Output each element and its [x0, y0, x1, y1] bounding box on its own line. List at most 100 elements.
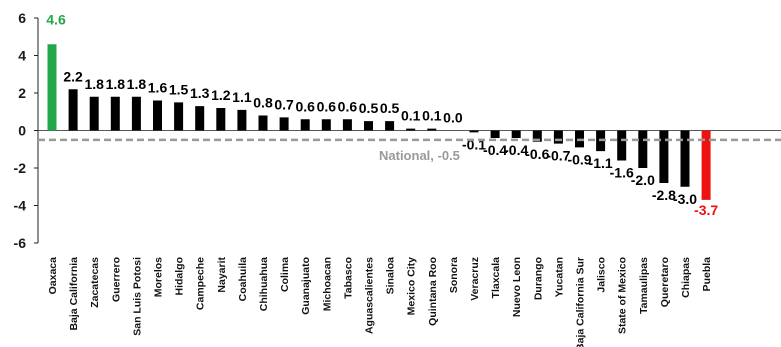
data-label: -2.8: [652, 187, 676, 203]
bar: [406, 128, 416, 131]
category-label: Michoacan: [321, 257, 333, 311]
category-label: Durango: [532, 257, 544, 300]
data-label: -3.7: [694, 202, 718, 218]
category-label: Baja California: [68, 257, 80, 331]
data-label: 0.6: [295, 98, 315, 114]
y-axis: 6 4 2 0 -2 -4 -6: [14, 10, 39, 251]
data-label: 0.0: [443, 110, 463, 126]
category-label: Puebla: [701, 257, 713, 292]
category-label: Coahuila: [237, 257, 249, 301]
data-label: 1.5: [169, 81, 189, 97]
data-label: 1.8: [84, 76, 104, 92]
category-label: Nayarit: [216, 257, 228, 293]
bar: [638, 130, 648, 168]
data-label: 2.2: [63, 68, 83, 84]
y-tick-label: -2: [14, 160, 27, 176]
category-label: Morelos: [153, 257, 165, 297]
bar: [300, 119, 310, 131]
data-label: 1.6: [148, 80, 168, 96]
category-label: Guanajuato: [300, 257, 312, 315]
category-label: Veracruz: [469, 257, 481, 301]
bar: [237, 109, 247, 131]
category-label: Mexico City: [406, 257, 418, 316]
category-label: Sinaloa: [385, 257, 397, 295]
bar: [659, 130, 669, 183]
data-label: 0.5: [380, 100, 400, 116]
data-label: 1.2: [211, 87, 231, 103]
category-label: Campeche: [195, 257, 207, 310]
data-label: -0.4: [504, 142, 528, 158]
category-label: Aguascalientes: [364, 257, 376, 334]
category-label: State of Mexico: [617, 257, 629, 334]
bar: [89, 96, 99, 131]
bar: [553, 130, 563, 144]
data-label: 0.6: [338, 98, 358, 114]
category-label: Queretaro: [659, 257, 671, 307]
y-tick-label: 6: [18, 10, 26, 26]
category-label: Tabasco: [342, 257, 354, 299]
data-label: -3.0: [673, 191, 697, 207]
bar: [427, 128, 437, 131]
y-tick-label: -4: [14, 198, 27, 214]
data-label: 1.3: [190, 85, 210, 101]
data-label: -0.6: [525, 146, 549, 162]
y-tick-label: 4: [18, 48, 26, 64]
category-label: Tlaxcala: [490, 257, 502, 299]
category-label: Jalisco: [596, 257, 608, 293]
data-label: 0.6: [317, 98, 337, 114]
bar: [469, 130, 479, 133]
category-label: Chihuahua: [258, 257, 270, 311]
category-label: Quintana Roo: [427, 257, 439, 326]
bar: [385, 121, 395, 131]
data-label: 0.1: [401, 108, 421, 124]
data-label: -1.1: [589, 155, 613, 171]
data-label: -0.9: [567, 151, 591, 167]
category-label: Nuevo Leon: [511, 257, 523, 317]
category-label: Sonora: [448, 257, 460, 293]
bar: [532, 130, 542, 142]
bar: [216, 108, 226, 131]
bar: [701, 130, 711, 200]
category-label: Colima: [279, 257, 291, 292]
bar: [490, 130, 500, 138]
reference-line-group: National, -0.5: [38, 138, 781, 163]
data-label: 1.8: [106, 76, 126, 92]
data-label: -2.0: [631, 172, 655, 188]
bar: [258, 115, 268, 131]
data-label: 1.8: [127, 76, 147, 92]
category-label: Baja California Sur: [575, 257, 587, 347]
national-reference-label: National, -0.5: [379, 148, 460, 163]
bar: [110, 96, 120, 131]
bar: [617, 130, 627, 161]
category-label: Zacatecas: [89, 257, 101, 308]
bar: [321, 119, 331, 131]
bar: [68, 89, 78, 131]
bar: [195, 106, 205, 131]
data-label: 1.1: [232, 89, 252, 105]
data-label: 0.1: [422, 108, 442, 124]
data-label: 0.8: [253, 95, 273, 111]
bar: [511, 130, 521, 138]
category-label: Oaxaca: [47, 257, 59, 295]
category-label: Guerrero: [110, 257, 122, 302]
category-labels: Oaxaca Baja California Zacatecas Guerrero Sa…: [47, 257, 713, 347]
bar: [342, 119, 352, 131]
data-label: -0.7: [546, 148, 570, 164]
data-label: 0.7: [274, 96, 294, 112]
category-label: Chiapas: [680, 257, 692, 298]
category-label: Hidalgo: [174, 257, 186, 296]
bar: [131, 96, 141, 131]
category-label: Tamaulipas: [638, 257, 650, 314]
bar: [364, 121, 373, 131]
data-label: -1.6: [610, 165, 634, 181]
bar: [174, 102, 184, 131]
value-labels: 4.62.2 1.8 1.8 1.8 1.6 1.5 1.3 1.2 1.1 0.8 0.7 0.6 0…: [46, 11, 718, 218]
data-label: 0.5: [359, 100, 379, 116]
y-tick-label: 0: [18, 123, 26, 139]
bar: [680, 130, 690, 187]
y-tick-label: -6: [14, 235, 27, 251]
category-label: San Luis Potosi: [131, 257, 143, 336]
bar: [153, 100, 162, 131]
y-tick-label: 2: [18, 85, 26, 101]
